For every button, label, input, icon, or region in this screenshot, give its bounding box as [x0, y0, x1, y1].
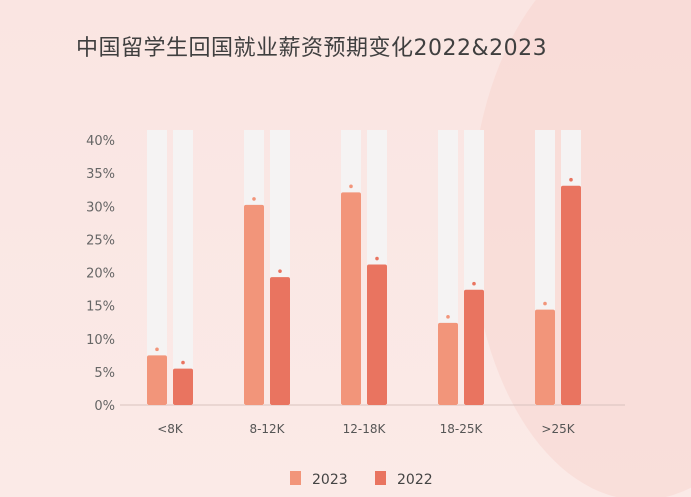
chart-title: 中国留学生回国就业薪资预期变化2022&2023	[76, 36, 548, 61]
bar-2023-2	[341, 192, 361, 405]
bar-marker-dot	[446, 315, 450, 319]
legend-label-2022: 2022	[397, 472, 433, 488]
y-tick-label: 35%	[86, 167, 115, 182]
bar-2023-0	[147, 355, 167, 405]
y-tick-label: 40%	[86, 134, 115, 149]
bar-marker-dot	[278, 269, 282, 273]
bar-2023-1	[244, 204, 264, 405]
legend: 2023 2022	[290, 471, 433, 488]
bar-2023-3	[438, 322, 458, 405]
x-tick-label: 8-12K	[249, 422, 285, 436]
y-tick-label: 15%	[86, 300, 115, 315]
x-tick-label: >25K	[541, 422, 575, 436]
x-tick-label: <8K	[157, 422, 184, 436]
x-axis: <8K 8-12K 12-18K 18-25K >25K	[157, 422, 576, 436]
bar-track	[147, 130, 167, 405]
bar-2023-4	[535, 309, 555, 405]
bars-group	[147, 130, 581, 405]
bar-2022-3	[464, 289, 484, 405]
legend-swatch-2023	[290, 471, 301, 485]
y-tick-label: 0%	[94, 399, 115, 414]
x-tick-label: 12-18K	[343, 422, 387, 436]
bar-2022-1	[270, 277, 290, 405]
bar-marker-dot	[252, 197, 256, 201]
y-tick-label: 5%	[94, 366, 115, 381]
bar-2022-4	[561, 185, 581, 405]
y-tick-label: 20%	[86, 267, 115, 282]
bar-marker-dot	[375, 256, 379, 261]
bar-marker-dot	[181, 360, 185, 365]
bar-marker-dot	[349, 184, 353, 189]
y-tick-label: 10%	[86, 333, 115, 348]
x-tick-label: 18-25K	[440, 422, 484, 436]
bar-marker-dot	[543, 301, 547, 306]
bar-marker-dot	[569, 177, 573, 182]
legend-swatch-2022	[375, 471, 386, 485]
bar-track	[173, 130, 193, 405]
bar-2022-0	[173, 368, 193, 405]
y-tick-label: 30%	[86, 200, 115, 215]
y-tick-label: 25%	[86, 233, 115, 248]
bar-marker-dot	[472, 281, 476, 286]
bar-2022-2	[367, 264, 387, 405]
bar-marker-dot	[155, 347, 159, 352]
legend-label-2023: 2023	[312, 472, 348, 488]
